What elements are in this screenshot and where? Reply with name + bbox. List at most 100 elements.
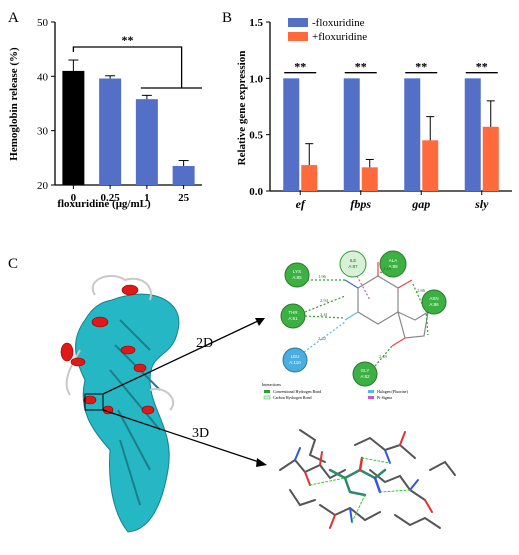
chart-b-significance-label: ** [355,60,367,74]
legend-swatch-pi-sigma [368,396,374,399]
chart-a-xtick-label: 25 [178,192,190,204]
arrow-3d-label: 3D [192,426,209,441]
chart-b-bar [404,78,421,191]
legend-swatch-carbon [263,395,271,400]
chart-a-bar [172,165,195,185]
chart-b-ytick-label: 1.0 [249,73,263,85]
chart-a: Hemoglobin release (%) floxuridine (μg/m… [8,17,202,210]
interaction-legend-title: Interactions [262,382,281,387]
residue-thr-61: THR A:61 [280,303,306,329]
chart-b-legend-label: +floxuridine [312,31,367,43]
alpha-helices [60,284,155,415]
chart-b-xtick-label: fbps [350,197,371,211]
chart-a-xlabel: floxuridine (μg/mL) [57,198,151,210]
arrows: 2D 3D [102,318,267,467]
residue-leu-110: LEU A:110 [282,347,308,373]
chart-b-xtick-label: gap [411,197,430,211]
hbond-3d [309,457,411,523]
legend-swatch-halogen [368,390,374,393]
svg-text:A:88: A:88 [388,264,398,269]
chart-a-ytick-label: 40 [37,71,49,83]
chart-a-bar [62,70,85,185]
residue-ile-87: ILE A:87 [339,250,367,278]
panel-label-c: C [8,256,18,272]
chart-b-legend-swatch [288,32,308,41]
chart-b-bar [301,165,318,191]
chart-a-ytick-label: 50 [37,17,49,29]
chart-b-ytick-label: 0.5 [249,130,263,142]
residue-ala-88: ALA A:88 [379,250,407,278]
svg-text:2.86: 2.86 [417,288,426,293]
loop-top [91,275,152,301]
bond-distance-labels: 1.96 2.94 2.41 2.49 2.86 2.49 2.42 [318,266,426,359]
svg-text:Carbon Hydrogen Bond: Carbon Hydrogen Bond [273,395,311,400]
svg-text:2.42: 2.42 [318,336,326,341]
chart-b-significance-label: ** [476,60,488,74]
beta-sheet-body [75,293,180,533]
chart-a-significance-label: ** [122,33,134,47]
protein-ribbon-structure [60,275,180,533]
interaction-legend: Interactions Conventional Hydrogen Bond … [262,382,408,400]
chart-b-ylabel: Relative gene expression [236,51,248,166]
svg-text:A:110: A:110 [289,360,301,365]
interaction-diagram-2d: ILE A:87 ALA A:88 LYS A:85 ASN A:86 THR … [262,250,447,400]
svg-text:A:86: A:86 [429,302,439,307]
svg-text:Pi-Sigma: Pi-Sigma [377,395,392,400]
residue-asn-86: ASN A:86 [421,289,447,315]
svg-text:2.94: 2.94 [320,298,329,303]
panel-label-a: A [8,10,19,26]
chart-a-ytick-label: 20 [37,180,49,192]
svg-text:ILE: ILE [350,258,357,263]
residue-lys-85: LYS A:85 [284,262,310,288]
hydrogen-bonds [303,271,429,367]
svg-text:A:87: A:87 [348,264,358,269]
svg-text:LYS: LYS [293,269,301,274]
svg-text:Halogen (Fluorine): Halogen (Fluorine) [377,389,408,394]
chart-b-bar [464,78,481,191]
chart-a-xtick-label: 0.25 [101,192,121,204]
arrow-3d-head [256,458,267,467]
chart-b-bar [361,167,378,191]
oxygen-sticks [304,431,433,529]
chart-a-bar [135,99,158,185]
chart-a-bar [99,78,122,185]
chart-b-significance-label: ** [294,60,306,74]
chart-a-ylabel: Hemoglobin release (%) [8,47,20,161]
svg-text:ASN: ASN [429,296,438,301]
chart-b-legend-swatch [288,18,308,27]
svg-text:A:85: A:85 [292,275,302,280]
chart-b-bar [422,140,439,191]
chart-b-bar [283,78,300,191]
svg-text:1.96: 1.96 [318,274,327,279]
svg-text:A:62: A:62 [360,374,370,379]
svg-text:2.41: 2.41 [320,312,328,317]
chart-b-xtick-label: sly [474,197,489,211]
chart-b-bar [343,78,360,191]
chart-a-significance-bracket [72,46,202,89]
arrow-2d-head [255,318,265,326]
chart-a-ytick-label: 30 [37,126,49,138]
svg-text:GLY: GLY [361,368,370,373]
nitrogen-sticks [294,447,419,523]
chart-b-ytick-label: 0.0 [249,186,263,198]
chart-b-significance-label: ** [415,60,427,74]
chart-b-bar [482,126,499,191]
svg-text:LEU: LEU [291,354,300,359]
chart-b-ytick-label: 1.5 [249,17,263,29]
svg-text:Conventional Hydrogen Bond: Conventional Hydrogen Bond [273,389,321,394]
ligand-sticks [328,456,387,497]
residue-sticks [279,429,456,529]
chart-b: Relative gene expression 0.0 0.5 1.0 1.5 ** e… [236,17,512,211]
chart-a-xtick-label: 0 [71,192,77,204]
chart-a-xtick-label: 1 [144,192,150,204]
binding-site-box [84,393,104,411]
panel-label-b: B [222,10,232,26]
svg-text:A:61: A:61 [288,316,298,321]
chart-b-xtick-label: ef [296,197,306,211]
residue-gly-62: GLY A:62 [352,361,378,387]
svg-text:THR: THR [288,310,298,315]
svg-text:ALA: ALA [389,258,398,263]
arrow-3d-line [102,409,263,464]
svg-text:2.49: 2.49 [383,266,392,271]
